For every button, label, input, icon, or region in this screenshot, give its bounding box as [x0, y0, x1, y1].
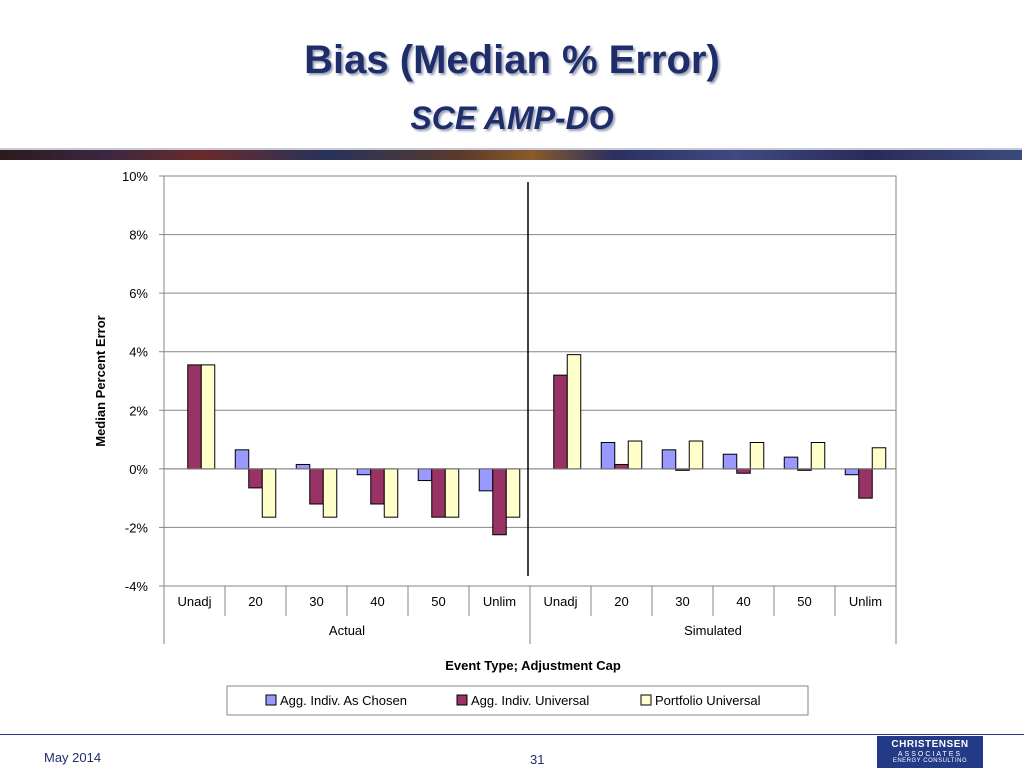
logo-line-1: CHRISTENSEN: [891, 739, 969, 750]
bar-1: [661, 449, 677, 470]
bar-1: [600, 442, 616, 470]
banner-stripe: [0, 148, 1022, 150]
bar-1: [783, 456, 799, 470]
bar-2: [187, 364, 202, 470]
bar-2: [248, 468, 263, 489]
legend-label: Portfolio Universal: [655, 693, 761, 708]
bar-3: [871, 447, 887, 470]
bar-3: [688, 440, 704, 470]
y-tick-label: -4%: [125, 579, 149, 594]
category-label: 40: [370, 594, 384, 609]
category-label: Unadj: [544, 594, 578, 609]
y-tick-label: 0%: [129, 462, 148, 477]
bar-layer: [187, 354, 887, 536]
plot-area: [163, 175, 897, 587]
legend-swatch: [640, 694, 652, 706]
bar-3: [200, 364, 216, 470]
grid-layer: [163, 175, 897, 587]
footer-date: May 2014: [44, 750, 102, 765]
company-logo: CHRISTENSEN ASSOCIATES ENERGY CONSULTING: [877, 736, 983, 768]
slide-title: Bias (Median % Error): [304, 38, 720, 82]
bar-3: [749, 442, 765, 470]
bar-1: [844, 468, 860, 476]
logo-line-2: ASSOCIATES: [897, 751, 963, 758]
bar-2: [614, 463, 629, 470]
y-tick-label: 6%: [129, 286, 148, 301]
y-tick-label: 4%: [129, 345, 148, 360]
category-label: 30: [675, 594, 689, 609]
category-label: Unadj: [178, 594, 212, 609]
bar-1: [234, 449, 250, 470]
bar-2: [309, 468, 324, 505]
bar-1: [478, 468, 494, 492]
category-label: Unlim: [483, 594, 516, 609]
legend: Agg. Indiv. As Chosen Agg. Indiv. Univers…: [226, 685, 809, 716]
category-label: 50: [431, 594, 445, 609]
bar-2: [370, 468, 385, 505]
slide-subtitle: SCE AMP-DO: [410, 100, 614, 136]
y-tick-label: 8%: [129, 228, 148, 243]
bar-2: [553, 374, 568, 470]
category-label: 40: [736, 594, 750, 609]
category-label: 20: [248, 594, 262, 609]
y-axis-title: Median Percent Error: [93, 315, 108, 447]
decorative-banner: [0, 150, 1022, 160]
bar-1: [295, 463, 311, 470]
legend-label: Agg. Indiv. As Chosen: [280, 693, 407, 708]
bar-1: [417, 468, 433, 482]
bar-3: [444, 468, 460, 518]
group-label: Simulated: [684, 623, 742, 638]
bar-2: [492, 468, 507, 536]
bar-3: [505, 468, 521, 518]
bar-3: [810, 442, 826, 470]
bar-3: [383, 468, 399, 518]
bar-2: [736, 468, 751, 474]
bar-2: [858, 468, 873, 499]
bar-3: [627, 440, 643, 470]
category-label: 20: [614, 594, 628, 609]
bar-3: [261, 468, 277, 518]
category-label: 30: [309, 594, 323, 609]
y-tick-label: 10%: [122, 169, 148, 184]
bar-3: [566, 354, 582, 470]
y-tick-label: 2%: [129, 403, 148, 418]
page-number: 31: [530, 752, 545, 767]
category-label: 50: [797, 594, 811, 609]
group-label: Actual: [329, 623, 365, 638]
legend-swatch: [456, 694, 468, 706]
axis-layer: [159, 175, 897, 644]
logo-line-3: ENERGY CONSULTING: [892, 758, 968, 764]
bar-2: [431, 468, 446, 518]
x-axis-title: Event Type; Adjustment Cap: [445, 658, 621, 673]
legend-swatch: [265, 694, 277, 706]
footer-divider: [0, 734, 1024, 735]
legend-box: [226, 685, 809, 716]
bar-3: [322, 468, 338, 518]
bar-1: [722, 453, 738, 470]
category-label: Unlim: [849, 594, 882, 609]
bias-bar-chart: -4% -2% 0% 2% 4% 6% 8% 10% Median Percent Error U…: [93, 169, 897, 716]
legend-label: Agg. Indiv. Universal: [471, 693, 589, 708]
y-tick-label: -2%: [125, 520, 149, 535]
label-layer: -4% -2% 0% 2% 4% 6% 8% 10% Median Percent Error U…: [93, 169, 882, 673]
bar-1: [356, 468, 372, 476]
